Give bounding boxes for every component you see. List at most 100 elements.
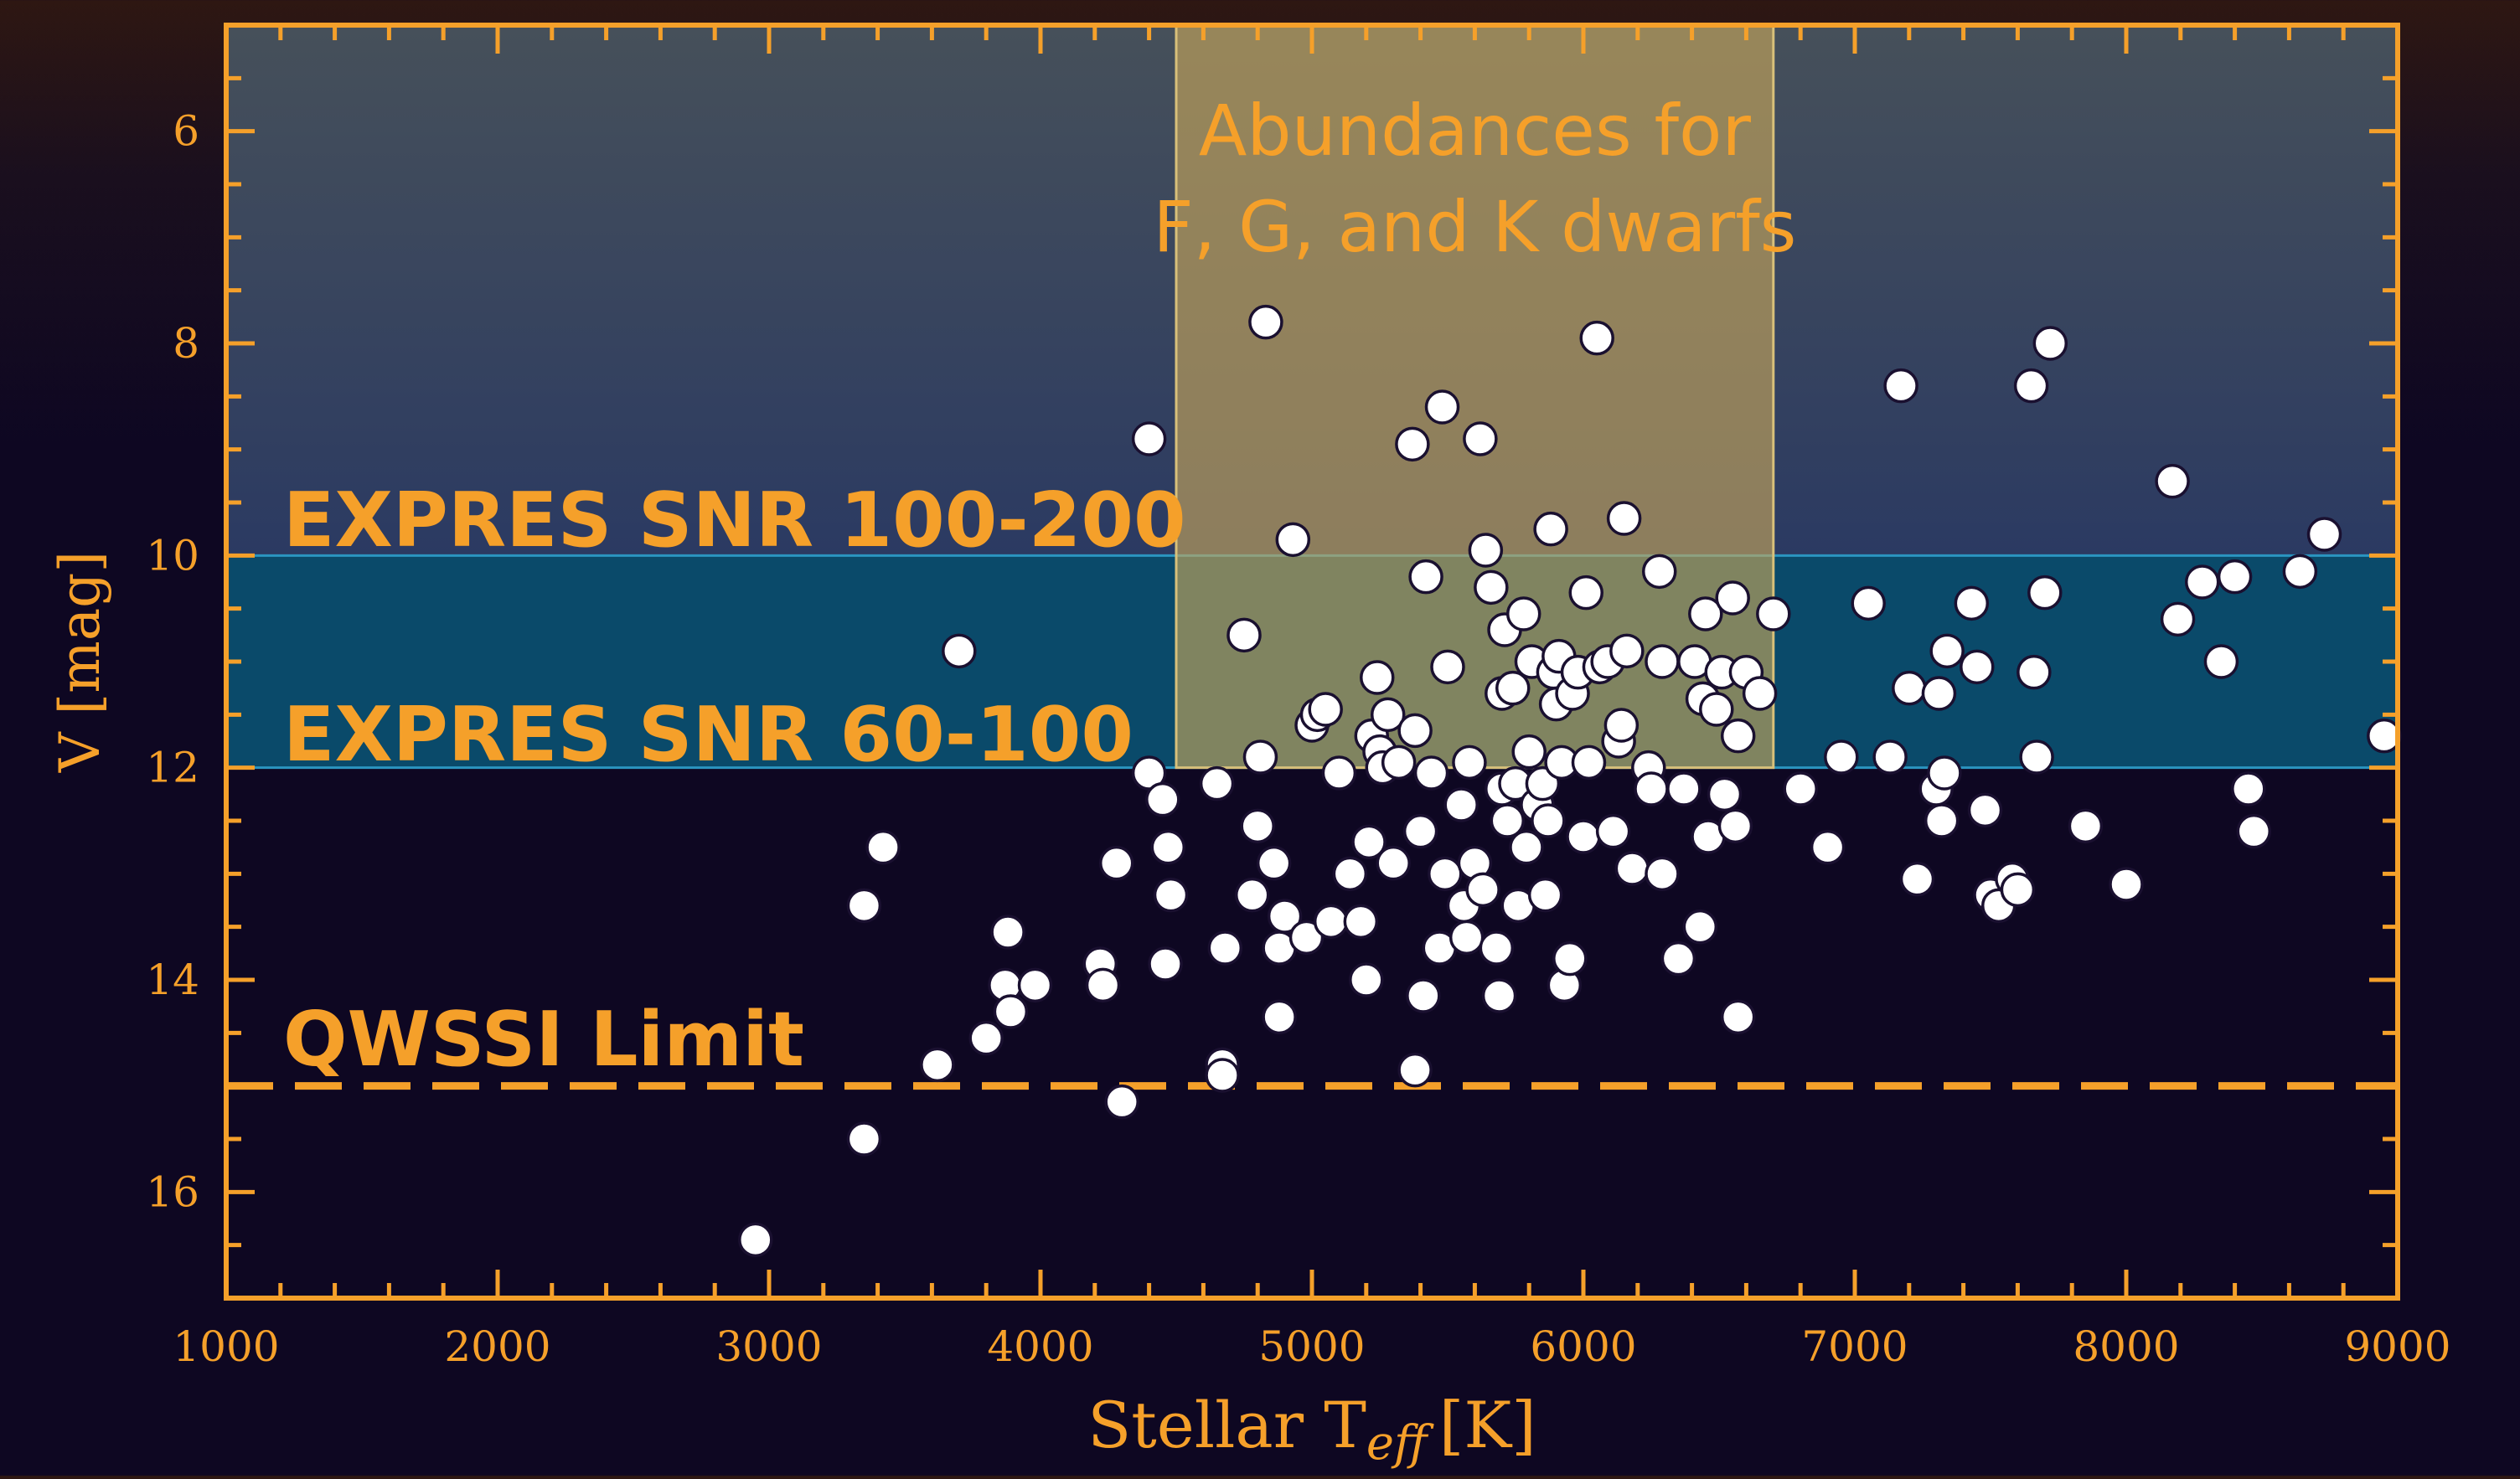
- data-point: [1921, 676, 1957, 711]
- data-point: [2184, 564, 2220, 600]
- x-axis-title-subscript: eff: [1366, 1416, 1434, 1471]
- data-point: [1954, 585, 1990, 621]
- data-point: [1349, 962, 1384, 997]
- data-points: [738, 304, 2402, 1258]
- data-point: [1288, 920, 1325, 956]
- abundances-label-line2: F, G, and K dwarfs: [1153, 186, 1796, 268]
- snr-100-200-label: EXPRES SNR 100-200: [283, 477, 1186, 564]
- data-point: [1645, 644, 1680, 679]
- data-point: [1428, 856, 1463, 892]
- data-point: [1443, 787, 1479, 822]
- data-point: [1660, 940, 1696, 977]
- data-point: [1824, 740, 1859, 775]
- data-point: [1275, 522, 1311, 558]
- data-point: [1267, 899, 1303, 934]
- data-point: [1851, 585, 1886, 621]
- data-point: [1465, 872, 1500, 908]
- x-tick-label: 3000: [715, 1322, 822, 1371]
- y-tick-labels: 6 8 10 12 14 16: [146, 107, 199, 1217]
- data-point: [920, 1047, 955, 1083]
- x-tick-label: 5000: [1258, 1322, 1365, 1371]
- data-point: [990, 915, 1025, 950]
- data-point: [1474, 569, 1509, 606]
- data-point: [1397, 713, 1433, 749]
- data-point: [1899, 861, 1935, 897]
- data-point: [1595, 813, 1631, 849]
- data-point: [1308, 692, 1343, 727]
- y-tick-label: 14: [146, 956, 199, 1004]
- x-tick-label: 7000: [1801, 1322, 1908, 1371]
- data-point: [1720, 718, 1756, 754]
- abundances-region: [1175, 23, 1775, 770]
- x-tick-label: 1000: [173, 1322, 279, 1371]
- data-point: [1481, 978, 1517, 1013]
- data-point: [1603, 708, 1640, 743]
- data-point: [1153, 877, 1189, 913]
- data-point: [2019, 740, 2054, 775]
- data-point: [1262, 999, 1297, 1035]
- axis-ticks: [224, 23, 2400, 1301]
- data-point: [1511, 734, 1547, 770]
- data-point: [1707, 776, 1743, 812]
- data-point: [2109, 867, 2144, 902]
- y-axis-title: V [mag]: [48, 551, 112, 773]
- data-point: [1413, 755, 1449, 791]
- data-point: [1248, 304, 1283, 340]
- data-point: [1783, 771, 1818, 806]
- data-point: [1509, 829, 1544, 865]
- data-point: [1505, 596, 1541, 631]
- data-point: [2068, 808, 2104, 844]
- data-point: [1924, 803, 1960, 838]
- abundances-label-line1: Abundances for: [1199, 90, 1752, 172]
- data-point: [1376, 845, 1411, 881]
- data-point: [1715, 580, 1750, 616]
- x-tick-label: 6000: [1530, 1322, 1636, 1371]
- data-point: [1614, 851, 1650, 886]
- data-point: [1360, 660, 1395, 695]
- data-point: [1927, 755, 1962, 791]
- data-point: [1397, 1052, 1433, 1088]
- data-point: [1531, 803, 1566, 838]
- data-point: [1408, 559, 1443, 595]
- data-point: [1566, 819, 1601, 854]
- data-point: [1495, 670, 1531, 706]
- data-point: [2000, 872, 2036, 908]
- data-point: [1240, 808, 1275, 844]
- x-tick-label: 4000: [987, 1322, 1093, 1371]
- data-point: [1148, 946, 1183, 982]
- data-point: [1552, 940, 1588, 977]
- data-point: [1688, 596, 1723, 631]
- x-tick-labels: 1000 2000 3000 4000 5000 6000 7000 8000 9000: [173, 1322, 2450, 1371]
- data-point: [2231, 771, 2266, 806]
- data-point: [1682, 909, 1718, 945]
- data-point: [1226, 617, 1262, 653]
- data-point: [1381, 745, 1417, 781]
- data-point: [942, 633, 977, 669]
- data-point: [1634, 771, 1669, 806]
- y-tick-label: 16: [146, 1167, 199, 1216]
- x-axis-title-unit: [K]: [1439, 1388, 1536, 1462]
- data-point: [2160, 601, 2196, 637]
- data-point: [1872, 740, 1908, 775]
- data-point: [2032, 326, 2068, 361]
- y-tick-label: 10: [146, 531, 199, 580]
- data-point: [2306, 517, 2342, 552]
- data-point: [1131, 421, 1167, 456]
- x-tick-label: 2000: [444, 1322, 550, 1371]
- data-point: [1313, 904, 1349, 940]
- data-point: [1742, 676, 1778, 711]
- data-point: [2017, 654, 2052, 690]
- data-point: [1448, 920, 1485, 956]
- data-point: [1085, 967, 1121, 1003]
- data-point: [2027, 575, 2063, 611]
- data-point: [1490, 803, 1526, 838]
- data-point: [1424, 389, 1460, 425]
- data-point: [1720, 999, 1756, 1035]
- data-point: [1571, 745, 1607, 781]
- data-point: [1430, 649, 1465, 685]
- snr-60-100-label: EXPRES SNR 60-100: [283, 691, 1133, 779]
- data-point: [2155, 463, 2190, 499]
- y-tick-label: 12: [146, 744, 199, 792]
- x-tick-label: 9000: [2344, 1322, 2450, 1371]
- data-point: [1332, 856, 1368, 892]
